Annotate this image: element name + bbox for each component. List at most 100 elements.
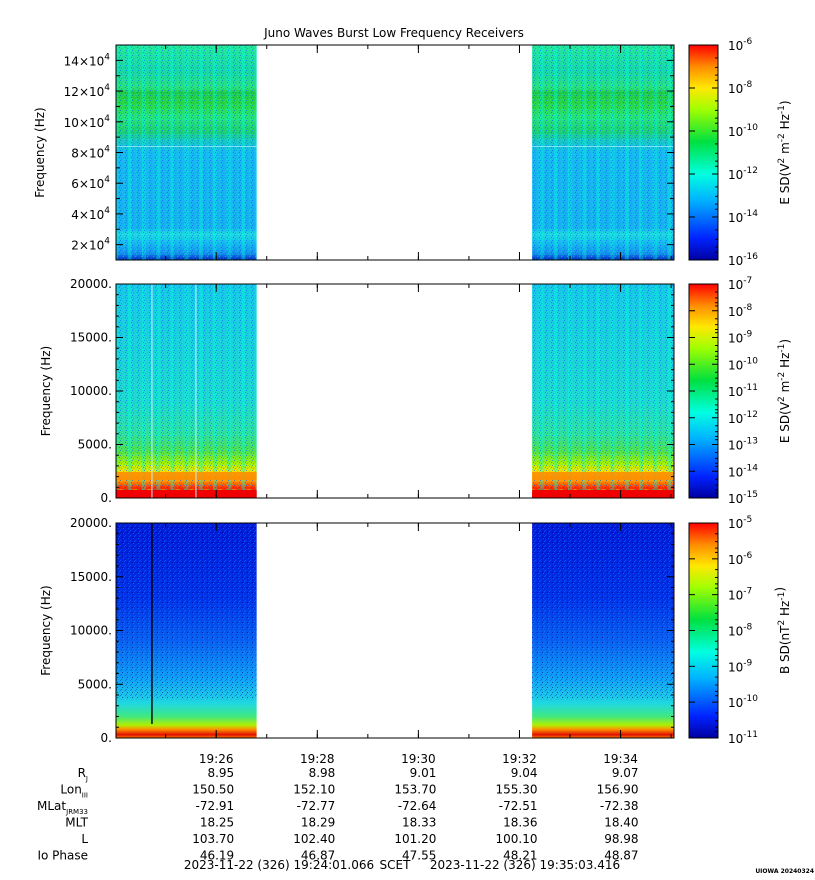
y-tick-label: 10000. (70, 384, 112, 398)
ephemeris-value: 100.10 (495, 832, 537, 846)
ephemeris-value: 18.25 (200, 816, 234, 830)
colorbar-tick-label: 10-12 (728, 166, 758, 182)
colorbar-label: B SD(nT2 Hz-1) (773, 587, 792, 674)
y-tick-label: 10000. (70, 624, 112, 638)
spectrogram-block (115, 284, 257, 498)
spectrogram-block (115, 523, 257, 738)
ephemeris-value: 18.36 (503, 816, 537, 830)
colorbar-tick-label: 10-11 (728, 730, 758, 746)
y-tick-label: 20000. (70, 277, 112, 291)
colorbar: 10-5 10-6 10-7 10-8 10-9 10-10 10-11 B SD(nT2 H… (688, 515, 792, 746)
colorbar-tick-label: 10-10 (728, 123, 758, 139)
ephemeris-value: 152.10 (293, 783, 335, 797)
ephemeris-label: RJ (78, 766, 88, 783)
colorbar-label: E SD(V2 m-2 Hz-1) (777, 339, 792, 443)
spectrogram-block (532, 284, 674, 498)
ephemeris-value: -72.38 (600, 799, 639, 813)
colorbar-tick-label: 10-7 (728, 587, 752, 603)
y-axis-label: Frequency (Hz) (33, 107, 47, 198)
colorbar-tick-label: 10-14 (728, 463, 758, 479)
y-tick-label: 5000. (78, 438, 112, 452)
version-stamp: UIOWA 20240324 (755, 868, 814, 875)
y-tick-label: 5000. (78, 677, 112, 691)
colorbar-tick-label: 10-15 (728, 490, 758, 506)
colorbar-tick-label: 10-11 (728, 383, 758, 399)
y-tick-label: 2×104 (71, 237, 110, 253)
x-tick-label: 19:30 (401, 752, 436, 766)
ephemeris-value: 150.50 (192, 783, 234, 797)
ephemeris-value: 155.30 (495, 783, 537, 797)
ephemeris-value: 18.40 (604, 816, 638, 830)
colorbar-tick-label: 10-10 (728, 694, 758, 710)
ephemeris-value: 8.98 (309, 766, 336, 780)
x-tick-label: 19:34 (603, 752, 638, 766)
panel-1: 2×104 4×104 6×104 8×104 10×104 12×104 14×104 Fr… (33, 37, 792, 268)
ephemeris-value: -72.51 (499, 799, 538, 813)
y-tick-label: 4×104 (71, 206, 110, 222)
colorbar-tick-label: 10-9 (728, 330, 753, 346)
y-tick-label: 20000. (70, 516, 112, 530)
ephemeris-value: 18.33 (402, 816, 436, 830)
spectrogram-block (532, 523, 674, 738)
ephemeris-value: 9.04 (511, 766, 538, 780)
panel-3: 0. 5000. 10000. 15000. 20000. Frequency (Hz) 1… (39, 515, 792, 746)
x-tick-label: 19:26 (199, 752, 234, 766)
y-axis-label: Frequency (Hz) (39, 346, 53, 437)
ephemeris-value: 46.19 (200, 849, 234, 863)
ephemeris-value: 46.87 (301, 849, 335, 863)
colorbar-tick-label: 10-9 (728, 658, 753, 674)
ephemeris-value: 9.01 (410, 766, 437, 780)
colorbar-tick-label: 10-13 (728, 437, 758, 453)
colorbar: 10-6 10-8 10-10 10-12 10-14 10-16 E SD(V2 m-2 … (688, 37, 792, 268)
y-tick-label: 0. (101, 731, 112, 745)
y-tick-label: 6×104 (71, 175, 110, 191)
colorbar-tick-label: 10-7 (728, 276, 752, 292)
spectrogram-block (115, 45, 257, 260)
ephemeris-value: 98.98 (604, 832, 638, 846)
colorbar-tick-label: 10-10 (728, 356, 758, 372)
y-tick-label: 0. (101, 491, 112, 505)
spectrogram-block (532, 45, 674, 260)
ephemeris-value: 103.70 (192, 832, 234, 846)
ephemeris-value: 102.40 (293, 832, 335, 846)
ephemeris-value: 48.87 (604, 849, 638, 863)
panel-2: 0. 5000. 10000. 15000. 20000. Frequency (Hz) 1… (39, 276, 792, 506)
ephemeris-value: 156.90 (597, 783, 639, 797)
time-system-label: SCET (380, 858, 412, 872)
x-tick-label: 19:32 (502, 752, 537, 766)
chart-title: Juno Waves Burst Low Frequency Receivers (263, 26, 524, 40)
colorbar-tick-label: 10-8 (728, 623, 753, 639)
ephemeris-value: 18.29 (301, 816, 335, 830)
y-tick-label: 12×104 (64, 83, 111, 99)
y-tick-label: 15000. (70, 570, 112, 584)
colorbar-tick-label: 10-6 (728, 551, 753, 567)
ephemeris-value: 101.20 (394, 832, 436, 846)
ephemeris-label: LonIII (60, 783, 88, 800)
ephemeris-value: -72.64 (398, 799, 437, 813)
ephemeris-value: -72.91 (196, 799, 235, 813)
ephemeris-value: 47.55 (402, 849, 436, 863)
ephemeris-value: 153.70 (394, 783, 436, 797)
y-tick-label: 14×104 (64, 52, 111, 68)
colorbar-tick-label: 10-12 (728, 410, 758, 426)
y-tick-label: 10×104 (64, 114, 111, 130)
colorbar-tick-label: 10-14 (728, 209, 758, 225)
colorbar-tick-label: 10-5 (728, 515, 752, 531)
y-axis-label: Frequency (Hz) (39, 585, 53, 676)
ephemeris-label: MLatJRM33 (37, 799, 88, 816)
ephemeris-value: 8.95 (207, 766, 234, 780)
ephemeris-value: 48.21 (503, 849, 537, 863)
ephemeris-label: MLT (65, 816, 88, 830)
time-range-start: 2023-11-22 (326) 19:24:01.066 (184, 858, 374, 872)
colorbar-label: E SD(V2 m-2 Hz-1) (777, 100, 792, 204)
colorbar-tick-label: 10-8 (728, 80, 753, 96)
ephemeris-label: Io Phase (37, 849, 88, 863)
time-range-end: 2023-11-22 (326) 19:35:03.416 (430, 858, 620, 872)
colorbar-tick-label: 10-8 (728, 303, 753, 319)
y-tick-label: 8×104 (71, 145, 110, 161)
colorbar-tick-label: 10-6 (728, 37, 753, 53)
x-tick-label: 19:28 (300, 752, 335, 766)
ephemeris-value: 9.07 (612, 766, 639, 780)
y-tick-label: 15000. (70, 331, 112, 345)
